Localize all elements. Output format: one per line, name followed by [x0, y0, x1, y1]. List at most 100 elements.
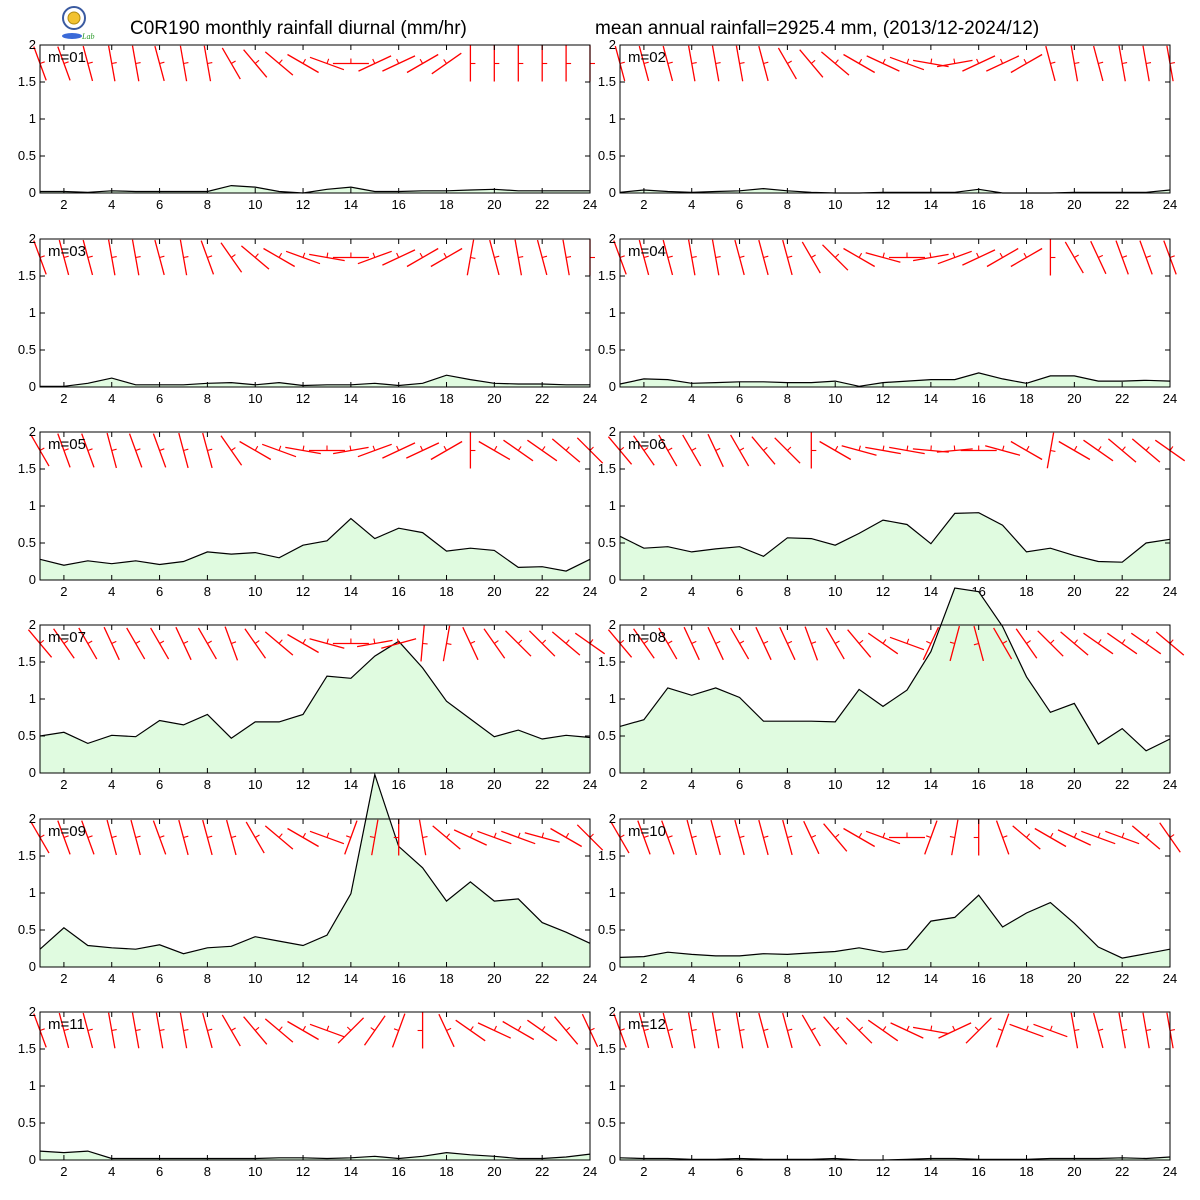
wind-barb	[551, 631, 581, 656]
wind-barb	[1010, 53, 1043, 74]
wind-barb	[285, 445, 321, 455]
wind-barb	[758, 45, 769, 82]
wind-barb	[1015, 628, 1038, 659]
wind-barb	[221, 47, 241, 80]
wind-barb	[949, 625, 961, 662]
x-tick-label: 8	[784, 197, 791, 212]
logo-text: Lab	[81, 32, 94, 41]
wind-barb	[683, 626, 700, 661]
x-tick-label: 20	[487, 777, 501, 792]
x-tick-label: 12	[296, 391, 310, 406]
wind-barb	[541, 45, 548, 82]
rainfall-area	[620, 588, 1170, 773]
panel-month-label: m=02	[628, 49, 666, 66]
wind-barb	[203, 45, 213, 82]
x-tick-label: 8	[784, 1164, 791, 1179]
wind-barb	[867, 1019, 899, 1042]
wind-barb	[309, 56, 345, 71]
x-tick-label: 20	[487, 197, 501, 212]
rainfall-line	[39, 517, 591, 572]
wind-barb	[1012, 825, 1041, 850]
x-tick-label: 24	[1163, 777, 1177, 792]
wind-barb	[1090, 240, 1107, 275]
wind-barb	[658, 434, 678, 467]
wind-barb	[81, 433, 95, 468]
wind-barb	[391, 1013, 406, 1048]
y-tick-label: 1.5	[18, 654, 36, 669]
x-tick-label: 6	[736, 777, 743, 792]
y-tick-label: 1.5	[18, 74, 36, 89]
wind-barb	[912, 252, 949, 262]
wind-barb	[986, 55, 1020, 72]
wind-barb	[777, 47, 797, 80]
wind-barb	[261, 443, 297, 458]
x-tick-label: 20	[1067, 584, 1081, 599]
y-tick-label: 1.5	[18, 848, 36, 863]
wind-barb	[358, 55, 392, 72]
wind-barb	[430, 440, 463, 461]
panel-m=10: 00.511.522 4 6 8 10 12 14 16 18 20 22 24m=10	[598, 811, 1181, 986]
wind-barb	[107, 239, 117, 276]
wind-barb	[477, 1022, 511, 1039]
y-tick-label: 0.5	[598, 1115, 616, 1130]
y-tick-label: 0	[609, 1152, 616, 1167]
y-tick-label: 2	[29, 617, 36, 632]
x-tick-label: 6	[736, 197, 743, 212]
x-tick-label: 4	[108, 197, 115, 212]
x-tick-label: 4	[108, 391, 115, 406]
wind-barb	[81, 820, 95, 855]
wind-barb	[337, 1017, 365, 1044]
wind-barb	[1115, 240, 1129, 275]
wind-barb	[1092, 1012, 1104, 1049]
x-tick-label: 18	[439, 777, 453, 792]
wind-barb	[804, 626, 819, 661]
x-tick-label: 14	[344, 1164, 358, 1179]
wind-barb	[264, 1018, 294, 1043]
y-tick-label: 2	[609, 617, 616, 632]
x-tick-label: 4	[688, 197, 695, 212]
wind-barb	[841, 445, 877, 456]
rainfall-line	[619, 372, 1171, 387]
x-tick-label: 20	[487, 971, 501, 986]
wind-barb	[1083, 439, 1114, 462]
wind-barb	[332, 445, 369, 455]
x-tick-label: 22	[535, 391, 549, 406]
x-tick-label: 10	[828, 391, 842, 406]
x-tick-label: 20	[1067, 777, 1081, 792]
y-tick-label: 2	[29, 37, 36, 52]
wind-barb	[922, 626, 940, 661]
panel-m=05: 00.511.522 4 6 8 10 12 14 16 18 20 22 24m=05	[18, 424, 604, 599]
x-tick-label: 22	[1115, 584, 1129, 599]
x-tick-label: 12	[876, 777, 890, 792]
rainfall-line	[39, 772, 591, 955]
wind-barb	[393, 819, 400, 856]
y-tick-label: 0.5	[598, 535, 616, 550]
x-tick-label: 24	[583, 971, 597, 986]
wind-barb	[633, 435, 655, 466]
wind-barb	[565, 45, 572, 82]
plot-frame	[39, 1011, 591, 1161]
x-tick-label: 16	[971, 197, 985, 212]
y-tick-label: 0	[609, 765, 616, 780]
x-tick-label: 10	[248, 197, 262, 212]
wind-barb	[58, 239, 70, 276]
wind-barb	[1118, 1012, 1128, 1049]
y-tick-label: 1	[609, 691, 616, 706]
rainfall-area	[620, 895, 1170, 967]
wind-barb	[382, 442, 416, 459]
x-tick-label: 16	[391, 197, 405, 212]
wind-barb	[179, 239, 189, 276]
x-tick-label: 24	[1163, 197, 1177, 212]
rainfall-area	[620, 512, 1170, 580]
wind-barb	[774, 437, 801, 464]
wind-barb	[867, 632, 899, 655]
y-tick-label: 1	[29, 1078, 36, 1093]
wind-barb	[589, 239, 595, 276]
x-tick-label: 8	[204, 584, 211, 599]
wind-barb	[130, 819, 141, 856]
y-tick-label: 1.5	[598, 848, 616, 863]
wind-barb	[57, 433, 71, 468]
x-tick-label: 6	[156, 391, 163, 406]
x-tick-label: 20	[1067, 391, 1081, 406]
y-tick-label: 0	[609, 379, 616, 394]
